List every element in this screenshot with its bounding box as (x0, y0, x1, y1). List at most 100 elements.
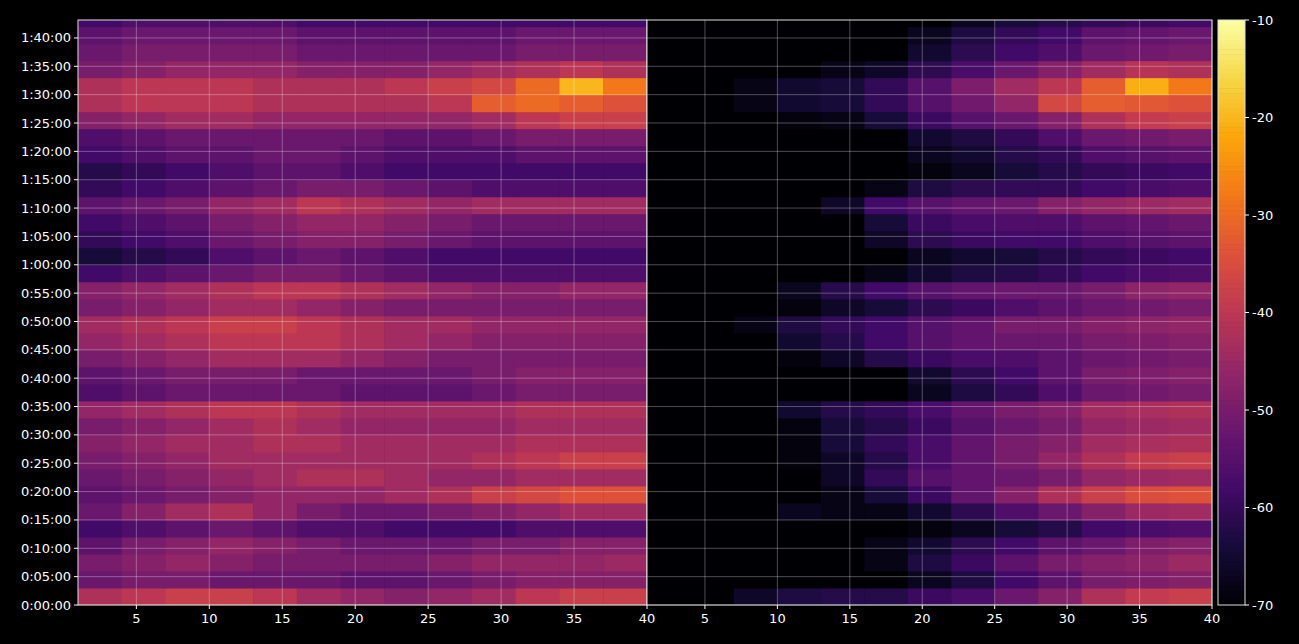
colorbar-segment (1218, 147, 1245, 152)
chart: 5101520253035400:00:000:05:000:10:000:15… (0, 0, 1299, 644)
y-tick-label: 1:35:00 (21, 59, 71, 74)
heat-cell (559, 333, 603, 351)
heat-cell (1125, 146, 1169, 164)
heat-cell (209, 350, 253, 368)
heat-cell (166, 27, 210, 45)
heat-cell (690, 333, 734, 351)
colorbar (1218, 20, 1245, 606)
grid-line (78, 519, 647, 520)
heat-cell (1038, 78, 1082, 96)
heat-cell (1169, 44, 1212, 62)
x-tick (704, 605, 705, 609)
heat-cell (864, 333, 908, 351)
heat-cell (1169, 248, 1212, 266)
heat-cell (647, 282, 691, 300)
colorbar-segment (1218, 157, 1245, 162)
heat-cell (166, 299, 210, 317)
grid-line (282, 20, 283, 605)
colorbar-segment (1218, 322, 1245, 327)
heat-cell (995, 588, 1039, 605)
heat-cell (297, 537, 341, 555)
heat-cell (78, 129, 122, 147)
heat-cell (951, 554, 995, 572)
heat-cell (428, 571, 472, 589)
heat-cell (559, 248, 603, 266)
heat-cell (209, 248, 253, 266)
heat-cell (777, 95, 821, 113)
heat-cell (428, 180, 472, 198)
heat-cell (341, 571, 385, 589)
heat-cell (777, 282, 821, 300)
x-tick-label: 35 (566, 611, 583, 626)
heat-cell (209, 503, 253, 521)
colorbar-segment (1218, 239, 1245, 244)
y-tick (74, 406, 78, 407)
heat-cell (1038, 146, 1082, 164)
heat-cell (1082, 367, 1126, 385)
heat-cell (516, 248, 560, 266)
heat-cell (428, 367, 472, 385)
heat-cell (78, 469, 122, 487)
y-tick (74, 491, 78, 492)
heat-cell (1169, 452, 1212, 470)
heat-cell (516, 384, 560, 402)
heat-cell (864, 503, 908, 521)
heat-cell (209, 418, 253, 436)
heat-cell (734, 248, 778, 266)
heat-cell (78, 112, 122, 130)
heat-cell (122, 520, 166, 538)
heat-cell (1082, 486, 1126, 504)
colorbar-segment (1218, 439, 1245, 444)
heat-cell (1082, 44, 1126, 62)
heat-cell (78, 180, 122, 198)
heat-cell (908, 384, 952, 402)
heat-cell (821, 248, 865, 266)
heat-cell (1125, 418, 1169, 436)
heat-cell (384, 571, 428, 589)
heat-cell (1169, 469, 1212, 487)
heat-cell (951, 146, 995, 164)
heat-cell (122, 316, 166, 334)
heat-cell (1038, 537, 1082, 555)
heat-cell (122, 180, 166, 198)
heat-cell (777, 486, 821, 504)
colorbar-segment (1218, 459, 1245, 464)
grid-line (78, 151, 647, 152)
colorbar-segment (1218, 454, 1245, 459)
grid-line (777, 20, 778, 605)
heat-cell (428, 401, 472, 419)
colorbar-segment (1218, 561, 1245, 566)
heat-cell (341, 180, 385, 198)
heat-cell (908, 44, 952, 62)
y-tick-label: 1:15:00 (21, 172, 71, 187)
heat-cell (690, 350, 734, 368)
heat-cell (341, 316, 385, 334)
heat-cell (603, 248, 647, 266)
heat-cell (864, 350, 908, 368)
heat-cell (297, 265, 341, 283)
heat-cell (516, 20, 560, 27)
heat-cell (516, 78, 560, 96)
colorbar-segment (1218, 361, 1245, 366)
heat-cell (908, 486, 952, 504)
heat-cell (821, 350, 865, 368)
grid-line (647, 208, 1212, 209)
heat-cell (122, 418, 166, 436)
heat-cell (734, 401, 778, 419)
heat-cell (908, 333, 952, 351)
heat-cell (559, 95, 603, 113)
heat-cell (516, 316, 560, 334)
heat-cell (777, 44, 821, 62)
colorbar-segment (1218, 590, 1245, 595)
heat-cell (603, 537, 647, 555)
heat-cell (253, 248, 297, 266)
heat-cell (690, 95, 734, 113)
heat-cell (734, 571, 778, 589)
heat-cell (603, 112, 647, 130)
heat-cell (516, 129, 560, 147)
colorbar-segment (1218, 508, 1245, 513)
heat-cell (297, 163, 341, 181)
heat-cell (516, 350, 560, 368)
heat-cell (559, 367, 603, 385)
colorbar-segment (1218, 186, 1245, 191)
